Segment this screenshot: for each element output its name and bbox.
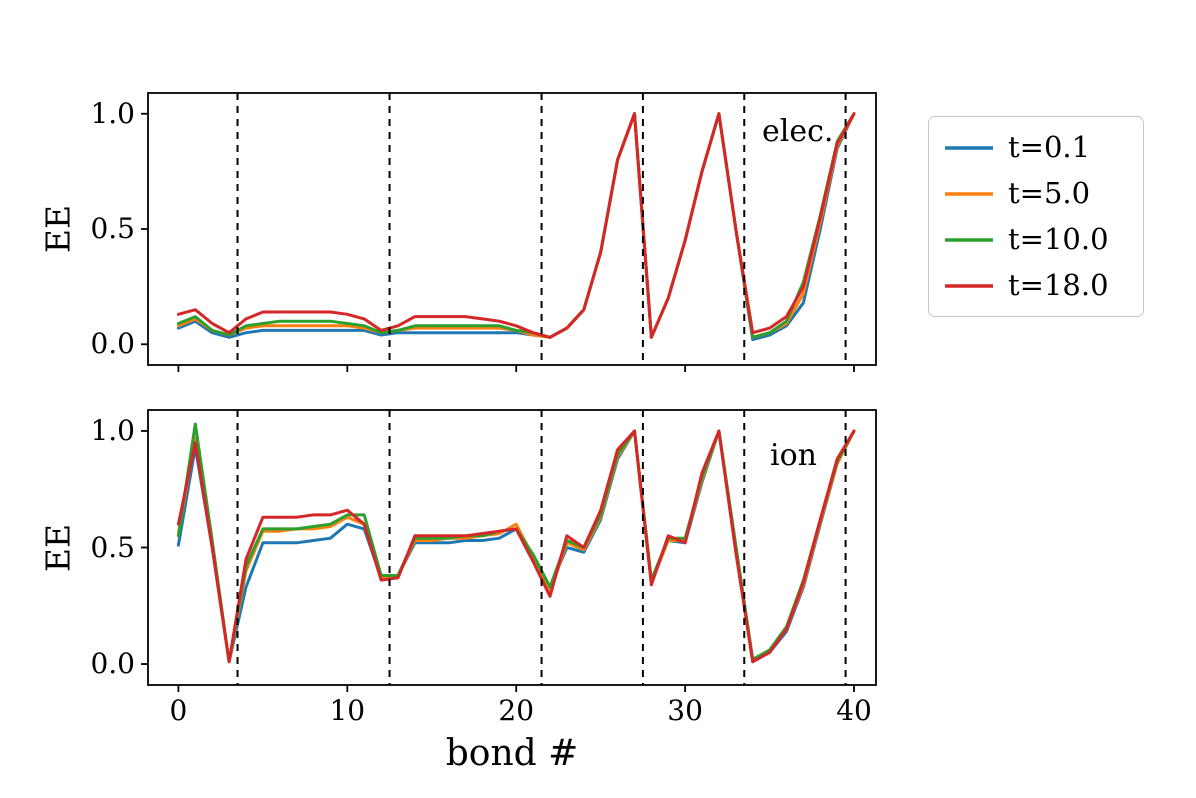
y-tick-label: 0.5 [90,530,135,564]
legend: t=0.1 t=5.0 t=10.0 t=18.0 [928,116,1144,317]
legend-label: t=5.0 [1008,176,1091,210]
series-line-t=10.0 [176,112,856,339]
legend-line-swatch [945,191,993,196]
legend-line-swatch [945,145,993,150]
legend-item: t=10.0 [945,223,1127,256]
y-tick-label: 0.0 [90,327,135,361]
y-axis-label-ion: EE [38,523,78,573]
series-line-t=5.0 [176,112,856,339]
x-tick-label: 40 [836,694,872,727]
y-tick-label: 1.0 [90,413,135,447]
y-tick-label: 1.0 [90,96,135,130]
series-line-t=18.0 [176,429,856,664]
series-line-t=5.0 [176,429,856,664]
series-line-t=18.0 [176,112,856,339]
legend-item: t=0.1 [945,131,1127,164]
x-tick-label: 20 [498,694,535,727]
legend-label: t=10.0 [1008,222,1109,256]
legend-item: t=18.0 [945,269,1127,302]
legend-label: t=0.1 [1008,130,1091,164]
legend-line-swatch [945,283,993,288]
annotation-ion: ion [770,438,817,473]
x-tick-label: 30 [667,694,703,727]
y-tick-label: 0.5 [90,212,135,245]
legend-item: t=5.0 [945,177,1127,210]
y-axis-label-elec: EE [38,204,78,254]
annotation-elec: elec. [762,114,834,149]
series-line-t=0.1 [176,429,856,664]
series-line-t=0.1 [176,112,856,342]
x-axis-label: bond # [445,733,579,774]
x-tick-label: 10 [329,694,366,727]
legend-label: t=18.0 [1008,268,1109,302]
y-tick-label: 0.0 [90,647,135,681]
legend-line-swatch [945,237,993,242]
x-tick-label: 0 [169,694,188,727]
